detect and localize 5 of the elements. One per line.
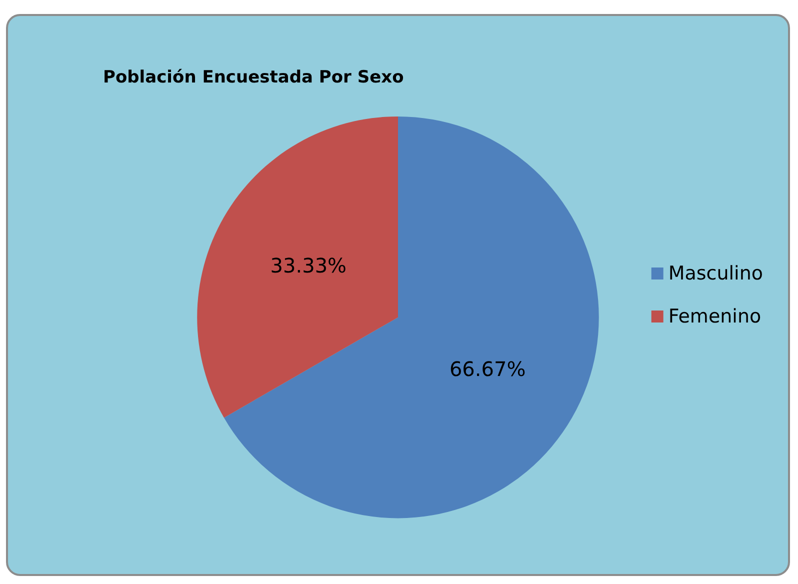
legend-label: Masculino (668, 262, 764, 284)
data-label: 66.67% (449, 357, 526, 382)
chart-title: Población Encuestada Por Sexo (103, 68, 404, 88)
data-label: 33.33% (270, 254, 347, 278)
legend-label: Femenino (668, 306, 762, 328)
